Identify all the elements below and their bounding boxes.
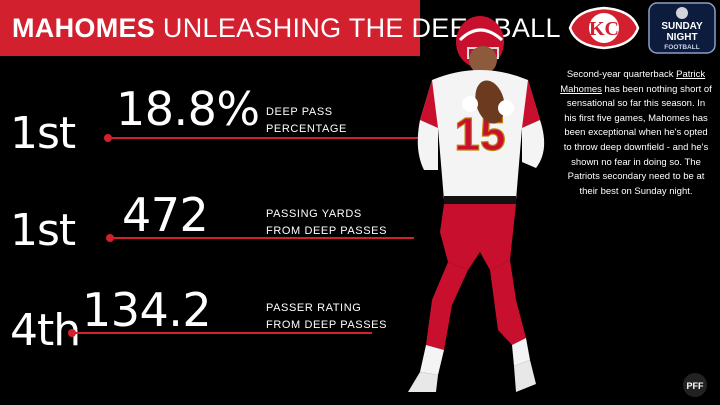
stat-1-label: DEEP PASS PERCENTAGE: [266, 104, 347, 138]
blurb-text-1: Second-year quarterback: [566, 69, 677, 80]
pff-logo-text: PFF: [687, 381, 705, 391]
stat-1-value: 18.8%: [116, 82, 260, 136]
stat-3-value: 134.2: [82, 283, 212, 337]
stat-3-underline: [72, 332, 372, 334]
blurb-text-2: has been nothing short of sensational so…: [563, 83, 712, 197]
stat-2-label: PASSING YARDS FROM DEEP PASSES: [266, 206, 387, 240]
snf-line-2: NIGHT: [666, 32, 697, 43]
stat-3-label-line1: PASSER RATING: [266, 302, 362, 314]
stat-2-underline: [110, 237, 414, 239]
stat-1-rank: 1st: [10, 108, 76, 159]
pff-logo: PFF: [683, 373, 707, 397]
stat-2-value: 472: [122, 188, 209, 242]
chiefs-logo-text: KC: [589, 18, 619, 40]
stat-3-label-line2: FROM DEEP PASSES: [266, 319, 388, 331]
article-blurb: Second-year quarterback Patrick Mahomes …: [560, 68, 712, 199]
chiefs-logo: KC: [568, 6, 640, 50]
stat-2-rank: 1st: [10, 205, 76, 256]
stat-1-label-line1: DEEP PASS: [266, 106, 333, 118]
sunday-night-football-logo: SUNDAY NIGHT FOOTBALL: [648, 2, 716, 54]
stat-2-label-line1: PASSING YARDS: [266, 208, 362, 220]
snf-line-1: SUNDAY: [661, 21, 703, 32]
player-image: 15: [408, 16, 545, 392]
snf-line-3: FOOTBALL: [664, 44, 699, 51]
player-link[interactable]: Patrick Mahomes: [560, 69, 706, 95]
stat-3-label: PASSER RATING FROM DEEP PASSES: [266, 300, 387, 334]
stat-1-label-line2: PERCENTAGE: [266, 123, 347, 135]
title-bold: MAHOMES: [12, 13, 156, 43]
stat-2-label-line2: FROM DEEP PASSES: [266, 225, 388, 237]
stat-1-underline: [108, 137, 430, 139]
